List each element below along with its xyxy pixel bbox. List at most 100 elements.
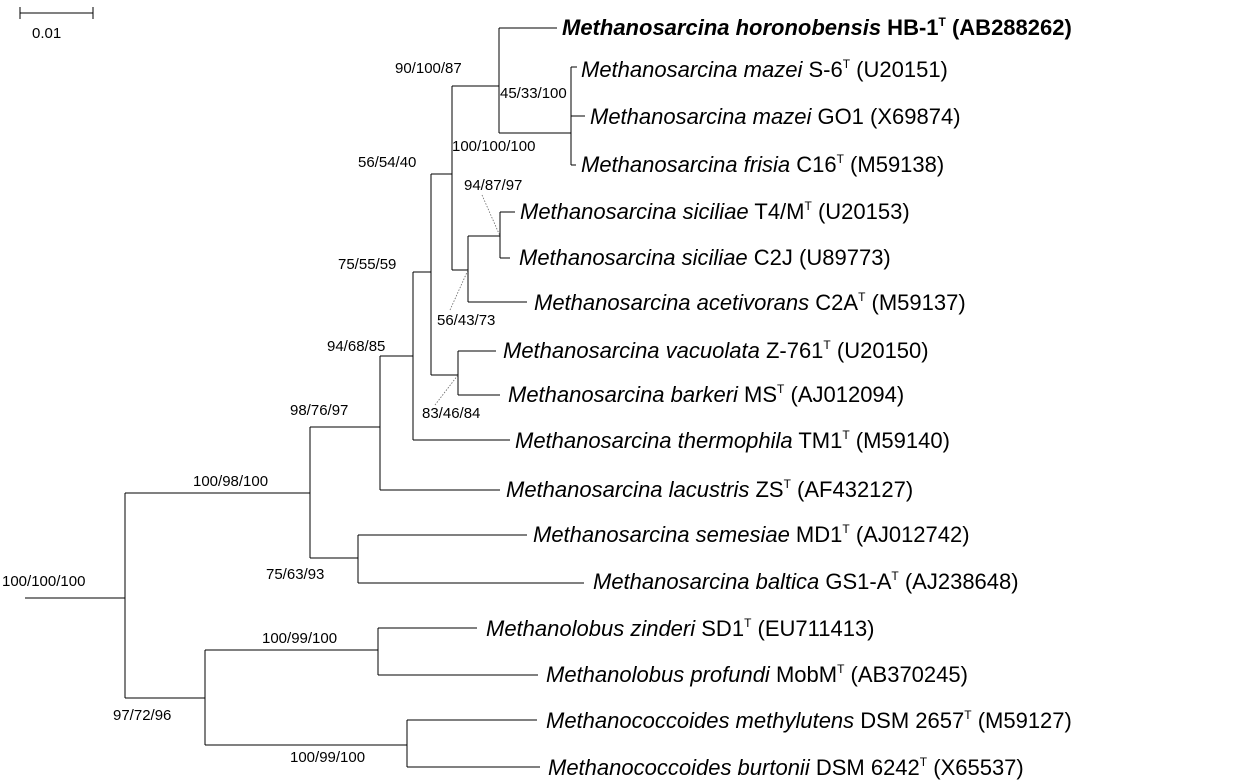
- type-strain-marker: T: [920, 755, 928, 769]
- taxon-label-thermophila: Methanosarcina thermophila TM1T (M59140): [515, 428, 950, 453]
- taxon-accession: (M59138): [844, 152, 944, 177]
- bootstrap-core-sarcina: 98/76/97: [290, 402, 348, 419]
- taxon-species-name: Methanosarcina horonobensis: [562, 15, 881, 40]
- taxon-strain: DSM 6242: [810, 755, 920, 780]
- taxon-accession: (AJ012094): [784, 382, 904, 407]
- taxon-label-methylutens: Methanococcoides methylutens DSM 2657T (…: [546, 708, 1072, 733]
- taxon-accession: (M59137): [865, 290, 965, 315]
- taxon-accession: (M59127): [972, 708, 1072, 733]
- bootstrap-without-lacustris: 94/68/85: [327, 338, 385, 355]
- taxon-accession: (X69874): [864, 104, 961, 129]
- taxon-species-name: Methanolobus zinderi: [486, 616, 696, 641]
- taxon-label-semesiae: Methanosarcina semesiae MD1T (AJ012742): [533, 522, 970, 547]
- type-strain-marker: T: [891, 569, 899, 583]
- type-strain-marker: T: [858, 290, 866, 304]
- type-strain-marker: T: [939, 15, 947, 29]
- taxon-labels: Methanosarcina horonobensis HB-1T (AB288…: [486, 15, 1072, 780]
- taxon-species-name: Methanosarcina barkeri: [508, 382, 739, 407]
- taxon-accession: (AJ238648): [899, 569, 1019, 594]
- taxon-strain: C2J: [748, 245, 793, 270]
- taxon-accession: (U20153): [812, 199, 910, 224]
- taxon-strain: T4/M: [749, 199, 805, 224]
- taxon-species-name: Methanococcoides methylutens: [546, 708, 854, 733]
- taxon-species-name: Methanolobus profundi: [546, 662, 771, 687]
- taxon-label-barkeri: Methanosarcina barkeri MST (AJ012094): [508, 382, 904, 407]
- tree-branches: [25, 27, 585, 768]
- bootstrap-leaders: [434, 194, 501, 406]
- taxon-species-name: Methanosarcina siciliae: [519, 245, 748, 270]
- taxon-accession: (AB370245): [844, 662, 968, 687]
- taxon-accession: (AJ012742): [850, 522, 970, 547]
- taxon-species-name: Methanosarcina baltica: [593, 569, 819, 594]
- bootstrap-siciliae-acetivorans: 56/43/73: [437, 312, 495, 329]
- taxon-strain: MS: [738, 382, 777, 407]
- taxon-accession: (U20151): [850, 57, 948, 82]
- bootstrap-methanosarcina-clade: 100/98/100: [193, 473, 268, 490]
- type-strain-marker: T: [842, 428, 850, 442]
- taxon-strain: SD1: [695, 616, 744, 641]
- taxon-strain: MobM: [770, 662, 837, 687]
- taxon-species-name: Methanosarcina mazei: [581, 57, 803, 82]
- type-strain-marker: T: [744, 616, 752, 630]
- type-strain-marker: T: [805, 199, 813, 213]
- taxon-species-name: Methanococcoides burtonii: [548, 755, 811, 780]
- type-strain-marker: T: [837, 662, 845, 676]
- taxon-strain: DSM 2657: [854, 708, 964, 733]
- bootstrap-values: 100/100/100 100/98/100 97/72/96 100/99/1…: [2, 60, 567, 766]
- taxon-strain: GS1-A: [819, 569, 891, 594]
- taxon-label-zinderi: Methanolobus zinderi SD1T (EU711413): [486, 616, 875, 641]
- bootstrap-methanococcoides: 100/99/100: [290, 749, 365, 766]
- bootstrap-mazei-s6-go1: 45/33/100: [500, 85, 567, 102]
- taxon-label-siciliae_c2j: Methanosarcina siciliae C2J (U89773): [519, 245, 891, 270]
- taxon-accession: (U20150): [831, 338, 929, 363]
- bootstrap-without-thermophila: 75/55/59: [338, 256, 396, 273]
- taxon-label-lacustris: Methanosarcina lacustris ZST (AF432127): [506, 477, 913, 502]
- taxon-label-profundi: Methanolobus profundi MobMT (AB370245): [546, 662, 968, 687]
- type-strain-marker: T: [842, 522, 850, 536]
- scale-bar-label: 0.01: [32, 25, 61, 42]
- taxon-strain: C2A: [809, 290, 858, 315]
- taxon-species-name: Methanosarcina frisia: [581, 152, 790, 177]
- taxon-label-burtonii: Methanococcoides burtonii DSM 6242T (X65…: [548, 755, 1024, 780]
- taxon-species-name: Methanosarcina lacustris: [506, 477, 749, 502]
- bootstrap-semesiae-baltica: 75/63/93: [266, 566, 324, 583]
- type-strain-marker: T: [837, 152, 845, 166]
- taxon-label-frisia: Methanosarcina frisia C16T (M59138): [581, 152, 944, 177]
- scale-bar: 0.01: [19, 7, 94, 42]
- taxon-accession: (U89773): [793, 245, 891, 270]
- taxon-strain: C16: [790, 152, 836, 177]
- type-strain-marker: T: [777, 382, 785, 396]
- taxon-strain: HB-1: [881, 15, 938, 40]
- taxon-strain: S-6: [802, 57, 842, 82]
- taxon-label-baltica: Methanosarcina baltica GS1-AT (AJ238648): [593, 569, 1019, 594]
- taxon-label-mazei_go1: Methanosarcina mazei GO1 (X69874): [590, 104, 961, 129]
- taxon-label-siciliae_t4m: Methanosarcina siciliae T4/MT (U20153): [520, 199, 910, 224]
- taxon-label-mazei_s6: Methanosarcina mazei S-6T (U20151): [581, 57, 948, 82]
- taxon-strain: Z-761: [760, 338, 824, 363]
- bootstrap-lobus-coccoides: 97/72/96: [113, 707, 171, 724]
- taxon-species-name: Methanosarcina semesiae: [533, 522, 790, 547]
- type-strain-marker: T: [784, 477, 792, 491]
- type-strain-marker: T: [823, 338, 831, 352]
- taxon-strain: TM1: [793, 428, 843, 453]
- type-strain-marker: T: [964, 708, 972, 722]
- taxon-strain: ZS: [749, 477, 783, 502]
- bootstrap-siciliae-pair: 94/87/97: [464, 177, 522, 194]
- bootstrap-vacuolata-barkeri: 83/46/84: [422, 405, 480, 422]
- type-strain-marker: T: [843, 57, 851, 71]
- taxon-strain: MD1: [790, 522, 843, 547]
- taxon-strain: GO1: [811, 104, 864, 129]
- taxon-species-name: Methanosarcina mazei: [590, 104, 812, 129]
- taxon-label-horonobensis: Methanosarcina horonobensis HB-1T (AB288…: [562, 15, 1072, 40]
- taxon-label-vacuolata: Methanosarcina vacuolata Z-761T (U20150): [503, 338, 929, 363]
- bootstrap-horonobensis-mazei: 90/100/87: [395, 60, 462, 77]
- taxon-accession: (EU711413): [751, 616, 874, 641]
- taxon-accession: (M59140): [850, 428, 950, 453]
- taxon-accession: (X65537): [927, 755, 1024, 780]
- taxon-accession: (AF432127): [791, 477, 913, 502]
- taxon-species-name: Methanosarcina vacuolata: [503, 338, 760, 363]
- taxon-accession: (AB288262): [946, 15, 1072, 40]
- bootstrap-methanolobus: 100/99/100: [262, 630, 337, 647]
- bootstrap-mazei-frisia: 100/100/100: [452, 138, 535, 155]
- bootstrap-mazei-siciliae-group: 56/54/40: [358, 154, 416, 171]
